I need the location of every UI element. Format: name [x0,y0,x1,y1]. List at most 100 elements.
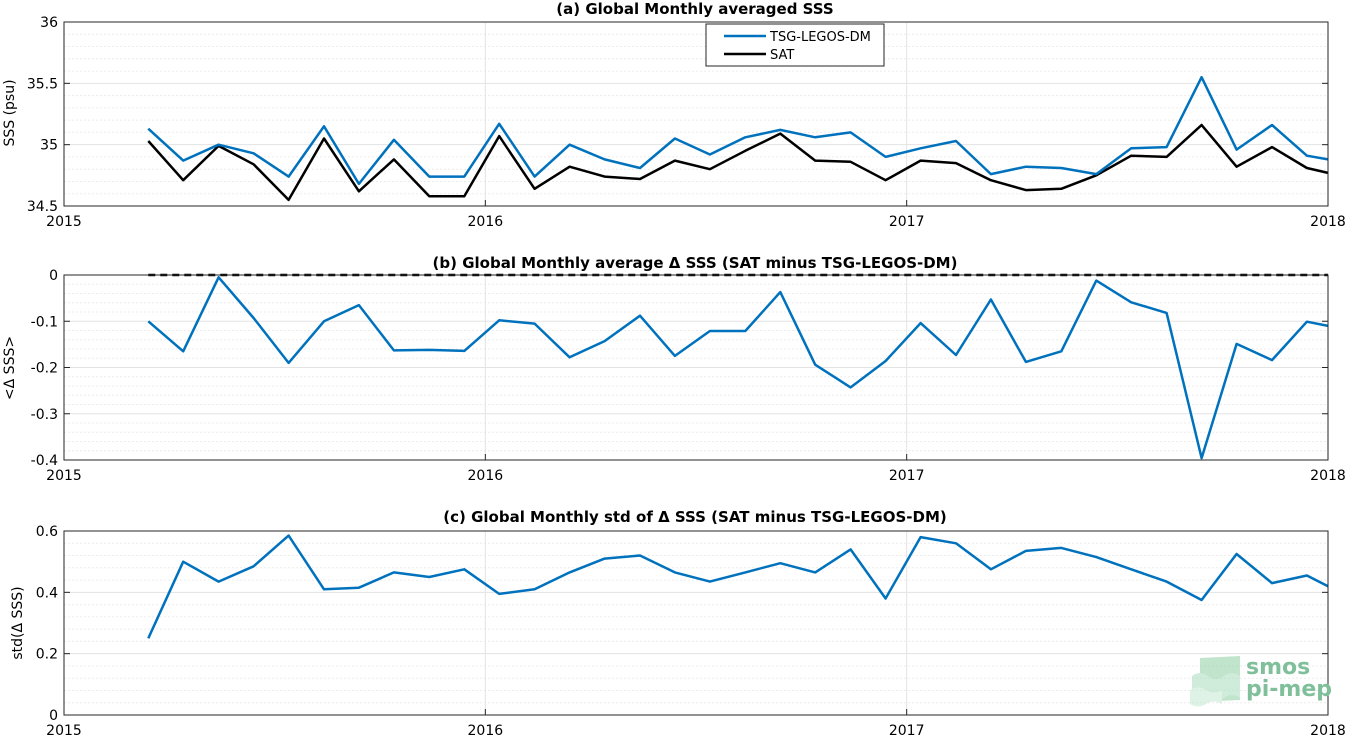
panel-a-point-sat [148,140,149,141]
panel-a-title: (a) Global Monthly averaged SSS [556,0,833,18]
panel-b-series-delta [147,276,1329,460]
panel-a-point-sat [1061,188,1062,189]
panel-a-plot-area [64,22,1328,206]
panel-c-series [147,534,1329,639]
panel-c-series-delta [147,534,1329,639]
panel-b-point-delta [148,321,149,322]
panel-b-point-delta [464,350,465,351]
panel-c-point-delta [218,581,219,582]
panel-a-point-tsg-legos-dm [1201,77,1202,78]
panel-c-point-delta [990,569,991,570]
panel-c-point-delta [534,589,535,590]
panel-b-point-delta [955,355,956,356]
panel-a-point-sat [850,161,851,162]
panel-c-point-delta [1096,557,1097,558]
panel-c-y-tick-label: 0.4 [36,585,58,601]
panel-c-y-tick-label: 0.2 [36,647,58,663]
panel-c-point-delta [323,589,324,590]
panel-c-plot-area [64,531,1328,715]
panel-a-point-tsg-legos-dm [183,160,184,161]
panel-b-point-delta [815,364,816,365]
panel-a-point-sat [569,166,570,167]
panel-b-y-tick-label: -0.3 [31,407,58,423]
panel-a-point-tsg-legos-dm [429,176,430,177]
panel-a-point-sat [780,133,781,134]
panel-c-point-delta [464,569,465,570]
panel-a-point-tsg-legos-dm [604,159,605,160]
panel-a-point-tsg-legos-dm [850,132,851,133]
panel-a-point-sat [534,188,535,189]
panel-b-x-tick-label: 2016 [468,468,504,484]
panel-b-point-delta [1201,458,1202,459]
panel-c-point-delta [604,558,605,559]
panel-a-y-tick-label: 35.5 [27,76,58,92]
panel-b-point-delta [1025,361,1026,362]
panel-b-y-tick-label: -0.2 [31,361,58,377]
panel-a-point-tsg-legos-dm [674,138,675,139]
panel-b-ticks: -0.4 -0.3 -0.2 -0.1 0 2015 2016 2017 2018 [31,268,1346,484]
panel-a-y-tick-label: 34.5 [27,199,58,215]
panel-a-point-tsg-legos-dm [1096,174,1097,175]
panel-a: (a) Global Monthly averaged SSS SSS (psu… [2,0,1346,230]
panel-a-point-sat [288,199,289,200]
panel-c-point-delta [1306,575,1307,576]
panel-a-point-sat [358,191,359,192]
panel-a-point-sat [464,196,465,197]
panel-c-y-tick-label: 0.6 [36,524,58,540]
panel-c-point-delta [780,563,781,564]
panel-a-y-tick-label: 36 [40,15,58,31]
panel-c-point-delta [1166,581,1167,582]
panel-b-point-delta [604,341,605,342]
panel-b-point-delta [1131,302,1132,303]
panel-c-point-delta [1131,569,1132,570]
panel-c-point-delta [358,587,359,588]
panel-c-point-delta [253,566,254,567]
panel-a-point-tsg-legos-dm [1271,125,1272,126]
legend-label-sat: SAT [770,48,794,63]
panel-b-point-delta [218,277,219,278]
panel-a-x-tick-label: 2018 [1310,214,1346,230]
panel-a-series-tsg-legos-dm [147,75,1329,186]
panel-b-point-delta [780,292,781,293]
panel-a-point-sat [674,160,675,161]
panel-b-y-tick-label: -0.4 [31,453,58,469]
panel-c-point-delta [850,549,851,550]
smos-pi-mep-logo: smos pi-mep [1190,655,1332,707]
panel-b-point-delta [569,357,570,358]
panel-a-point-tsg-legos-dm [1025,166,1026,167]
panel-a-point-sat [639,179,640,180]
panel-c-point-delta [709,581,710,582]
panel-a-point-sat [429,196,430,197]
panel-b-point-delta [1236,343,1237,344]
panel-b-point-delta [1306,321,1307,322]
panel-c-x-tick-label: 2016 [468,723,504,736]
panel-c-point-delta [148,638,149,639]
panel-a-point-sat [745,150,746,151]
panel-c-point-delta [499,593,500,594]
panel-a-point-sat [1201,125,1202,126]
logo-text-smos: smos [1246,655,1310,680]
panel-c-point-delta [920,537,921,538]
panel-b-x-tick-label: 2017 [889,468,925,484]
legend: TSG-LEGOS-DM SAT [705,23,885,67]
panel-a-series-sat [147,123,1329,202]
panel-a-point-tsg-legos-dm [1061,167,1062,168]
panel-c-title: (c) Global Monthly std of Δ SSS (SAT min… [443,508,946,526]
panel-b-title: (b) Global Monthly average Δ SSS (SAT mi… [433,254,958,272]
panel-a-point-tsg-legos-dm [990,174,991,175]
panel-b-point-delta [253,318,254,319]
panel-a-x-tick-label: 2015 [46,214,82,230]
panel-b-y-tick-label: -0.1 [31,314,58,330]
panel-a-point-sat [604,176,605,177]
panel-a-ylabel: SSS (psu) [2,79,18,146]
panel-b-x-tick-label: 2015 [46,468,82,484]
panel-b-x-tick-label: 2018 [1310,468,1346,484]
panel-c-y-tick-label: 0 [49,708,58,724]
panel-a-point-tsg-legos-dm [218,144,219,145]
panel-a-point-tsg-legos-dm [148,128,149,129]
panel-a-point-tsg-legos-dm [1306,155,1307,156]
panel-a-point-tsg-legos-dm [253,153,254,154]
panel-b-y-tick-label: 0 [49,268,58,284]
panel-c-grid [63,530,1329,716]
